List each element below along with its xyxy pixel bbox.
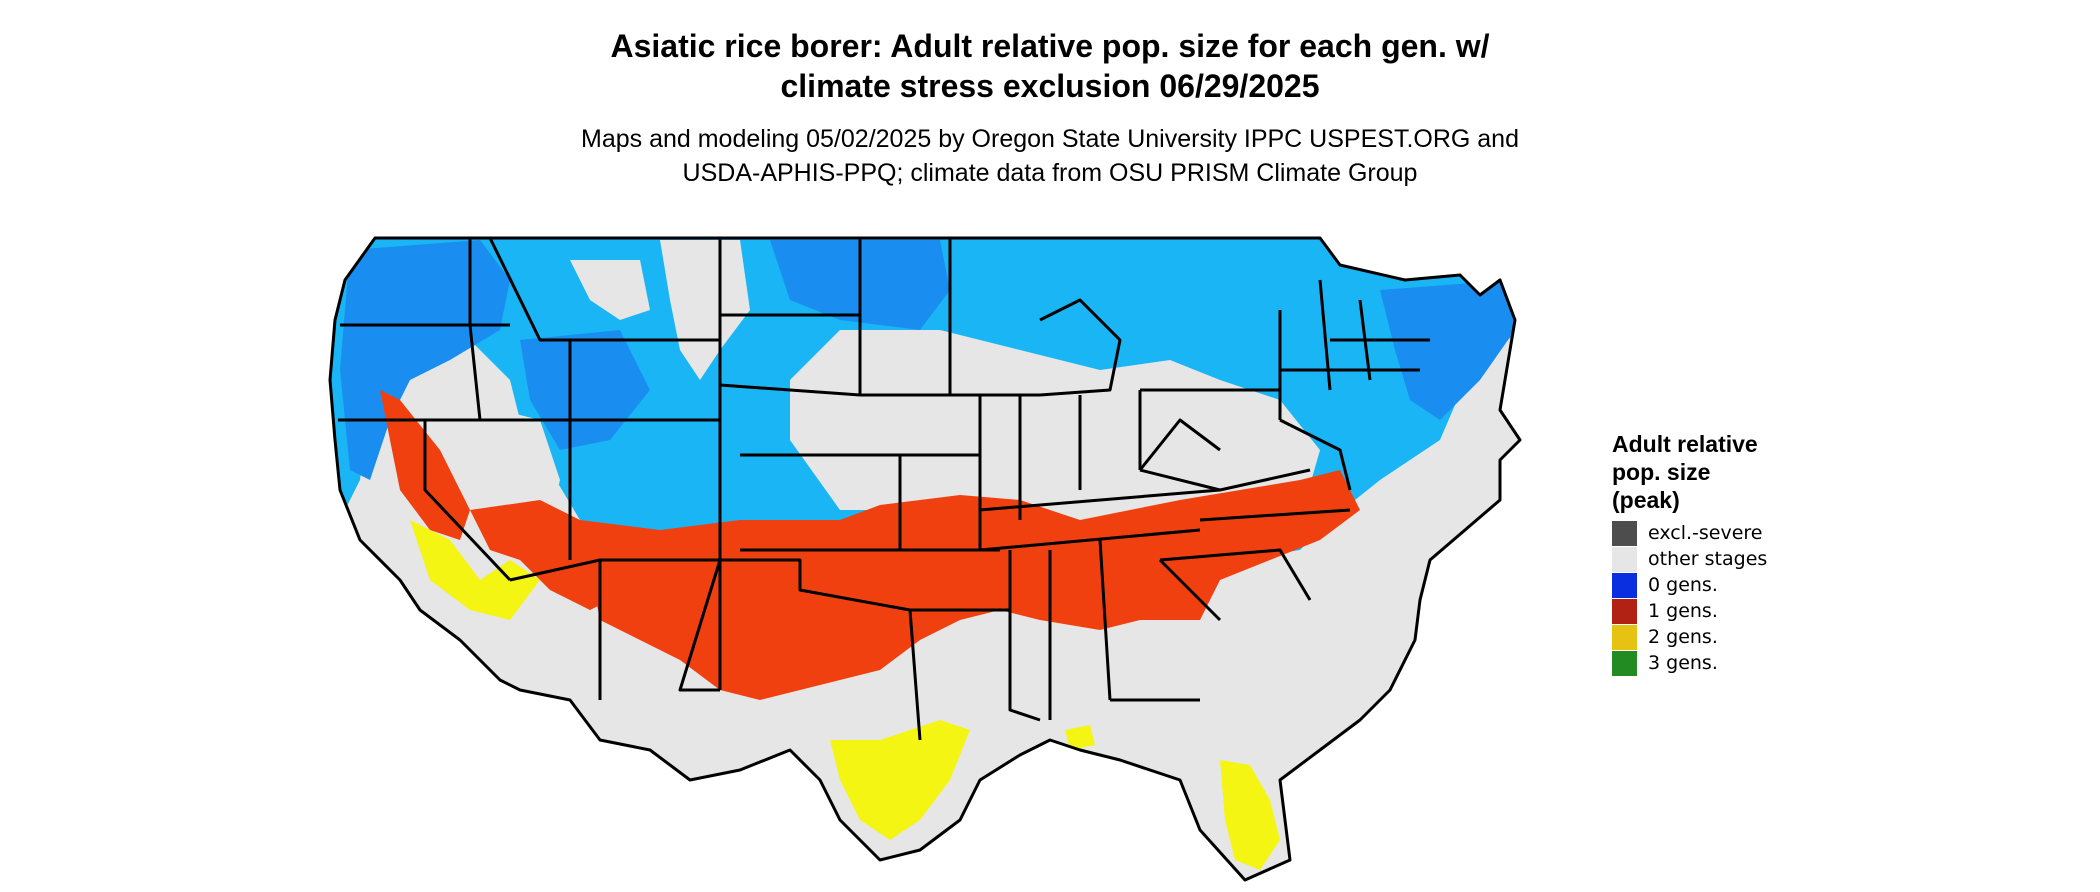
us-map-svg bbox=[328, 236, 1522, 882]
border-sd-ne bbox=[719, 383, 861, 397]
legend-label-0-gens: 0 gens. bbox=[1648, 574, 1718, 596]
border-va-nc bbox=[1199, 508, 1351, 522]
legend-label-other-stages: other stages bbox=[1648, 548, 1768, 570]
border-id-west bbox=[468, 238, 482, 421]
zone-yellow-lake-charles bbox=[1065, 725, 1095, 750]
map-title-line-2: climate stress exclusion 06/29/2025 bbox=[780, 68, 1320, 104]
legend-title-line-2: pop. size bbox=[1612, 459, 1711, 485]
border-al-ga bbox=[1098, 539, 1112, 701]
us-map bbox=[320, 220, 1590, 890]
legend-swatch-3-gens bbox=[1612, 650, 1637, 676]
border-ga-sc bbox=[1158, 558, 1222, 622]
legend-item-other-stages: other stages bbox=[1612, 546, 1842, 572]
legend-swatch-1-gens bbox=[1612, 598, 1637, 624]
legend-item-2-gens: 2 gens. bbox=[1612, 624, 1842, 650]
legend-item-3-gens: 3 gens. bbox=[1612, 650, 1842, 676]
zone-yellow-southwest bbox=[410, 520, 540, 620]
border-new-england bbox=[1280, 279, 1430, 391]
border-nm-tx bbox=[678, 559, 722, 692]
legend-title-line-1: Adult relative bbox=[1612, 431, 1758, 457]
map-subtitle-line-1: Maps and modeling 05/02/2025 by Oregon S… bbox=[581, 125, 1519, 153]
border-mi bbox=[1039, 298, 1122, 397]
legend-swatch-0-gens bbox=[1612, 572, 1637, 598]
state-borders bbox=[328, 236, 1522, 882]
legend-label-2-gens: 2 gens. bbox=[1648, 626, 1718, 648]
zone-blue-dark-3 bbox=[1380, 280, 1515, 420]
legend-item-excl-severe: excl.-severe bbox=[1612, 520, 1842, 546]
legend-swatch-2-gens bbox=[1612, 624, 1637, 650]
map-title-line-1: Asiatic rice borer: Adult relative pop. … bbox=[610, 28, 1490, 64]
legend-item-0-gens: 0 gens. bbox=[1612, 572, 1842, 598]
zone-orange-arizona bbox=[470, 500, 610, 610]
border-la-tx bbox=[908, 609, 922, 741]
border-wv bbox=[1138, 418, 1221, 471]
legend-label-3-gens: 3 gens. bbox=[1648, 652, 1718, 674]
legend-items: excl.-severe other stages 0 gens. 1 gens… bbox=[1612, 520, 1842, 676]
zone-orange-south bbox=[580, 470, 1360, 700]
legend-swatch-other-stages bbox=[1612, 546, 1637, 572]
border-la-ms bbox=[1008, 550, 1041, 722]
border-id-mt bbox=[488, 237, 572, 420]
zone-grey-plains bbox=[570, 260, 650, 320]
legend-label-excl-severe: excl.-severe bbox=[1648, 522, 1763, 544]
border-ky-va bbox=[1139, 468, 1311, 492]
border-nc-sc bbox=[1159, 548, 1312, 601]
zone-grey-great-plains bbox=[660, 240, 750, 380]
map-subtitle-line-2: USDA-APHIS-PPQ; climate data from OSU PR… bbox=[682, 159, 1418, 187]
legend-swatch-excl-severe bbox=[1612, 520, 1637, 546]
border-tn-south bbox=[979, 528, 1201, 552]
zone-yellow-texas-coast bbox=[830, 720, 970, 840]
border-nv-ca bbox=[423, 420, 512, 582]
border-ok-tx bbox=[720, 558, 911, 612]
legend-label-1-gens: 1 gens. bbox=[1648, 600, 1718, 622]
map-legend: Adult relative pop. size (peak) excl.-se… bbox=[1612, 430, 1842, 676]
zone-yellow-florida bbox=[1220, 760, 1280, 870]
border-md-de bbox=[1279, 418, 1352, 491]
us-outline bbox=[328, 236, 1522, 882]
legend-title-line-3: (peak) bbox=[1612, 487, 1680, 513]
legend-item-1-gens: 1 gens. bbox=[1612, 598, 1842, 624]
